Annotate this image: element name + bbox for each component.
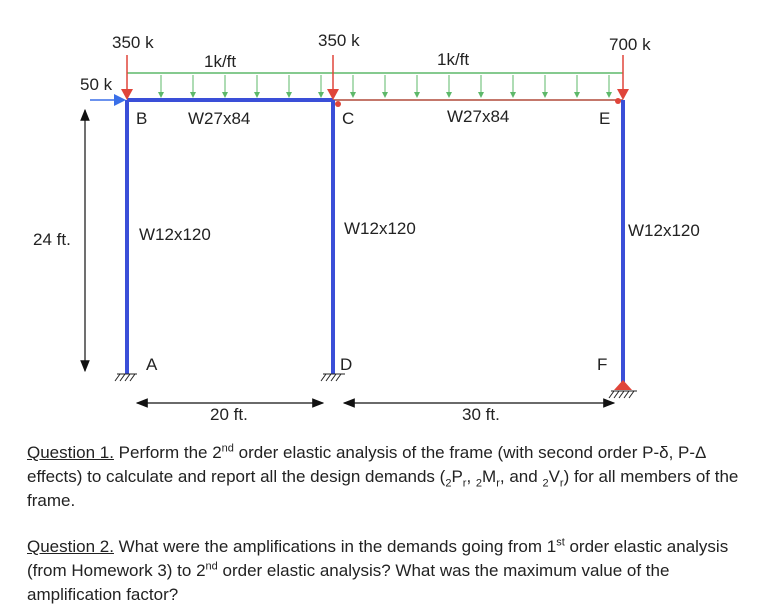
- load-label-b: 350 k: [112, 33, 154, 52]
- fixed-support-d: [320, 373, 345, 382]
- q1-v-sub: r: [559, 477, 564, 490]
- q1-text-1: Perform the 2: [113, 443, 222, 462]
- q1-p-main: P: [451, 467, 463, 486]
- node-label-a: A: [146, 355, 158, 374]
- udl-arrowhead-7: [382, 92, 388, 98]
- q1-text-3: ) for all members of the frame.: [27, 467, 739, 510]
- member-label-beam-bc: W27x84: [188, 109, 250, 128]
- question-2: Question 2. What were the amplifications…: [27, 535, 747, 607]
- udl-label-right: 1k/ft: [437, 50, 469, 69]
- node-label-b: B: [136, 109, 147, 128]
- span-left-label: 20 ft.: [210, 405, 248, 424]
- udl-arrowhead-8: [414, 92, 420, 98]
- q2-text-3: order elastic analysis? What was the max…: [27, 561, 670, 604]
- udl-arrowhead-4: [286, 92, 292, 98]
- q2-text-1: What were the amplifications in the dema…: [113, 537, 557, 556]
- q1-p-pre: 2: [445, 477, 452, 490]
- q1-p-sub: r: [462, 477, 467, 490]
- udl-arrowhead-3: [254, 92, 260, 98]
- node-label-d: D: [340, 355, 352, 374]
- udl-arrowhead-5: [318, 92, 324, 98]
- member-label-col-ab: W12x120: [139, 225, 211, 244]
- span-right-label: 30 ft.: [462, 405, 500, 424]
- udl-arrowhead-6: [350, 92, 356, 98]
- node-label-f: F: [597, 355, 607, 374]
- point-load-c: [327, 55, 339, 100]
- node-label-c: C: [342, 109, 354, 128]
- udl-arrowhead-10: [478, 92, 484, 98]
- udl-label-left: 1k/ft: [204, 52, 236, 71]
- udl-arrowhead-9: [446, 92, 452, 98]
- member-label-beam-ce: W27x84: [447, 107, 509, 126]
- fixed-support-a: [114, 373, 137, 382]
- node-label-e: E: [599, 109, 610, 128]
- q1-v-pre: 2: [542, 477, 549, 490]
- q1-m-pre: 2: [475, 477, 483, 490]
- load-label-c: 350 k: [318, 31, 360, 50]
- pin-support-f: [608, 380, 637, 399]
- udl-arrowhead-12: [542, 92, 548, 98]
- q1-sep-1: ,: [466, 467, 476, 486]
- q2-sup-2: nd: [205, 560, 218, 573]
- udl-arrowhead-0: [158, 92, 164, 98]
- q2-sup-1: st: [556, 536, 565, 549]
- udl-arrowhead-13: [574, 92, 580, 98]
- member-label-col-dc: W12x120: [344, 219, 416, 238]
- lateral-load: [90, 94, 126, 106]
- q1-sep-2: , and: [499, 467, 543, 486]
- question-1: Question 1. Perform the 2nd order elasti…: [27, 441, 747, 513]
- q1-text-2: order elastic analysis of the frame (wit…: [27, 443, 706, 486]
- height-label: 24 ft.: [33, 230, 71, 249]
- frame-diagram: 350 k 350 k 700 k 50 k 1k/ft 1k/ft B C E…: [33, 31, 700, 424]
- udl-arrowhead-2: [222, 92, 228, 98]
- udl-arrowhead-11: [510, 92, 516, 98]
- load-label-e: 700 k: [609, 35, 651, 54]
- udl-arrows: [158, 75, 612, 98]
- point-load-e: [617, 55, 629, 100]
- q1-v-main: V: [548, 467, 560, 486]
- q1-m-main: M: [482, 467, 497, 486]
- member-label-col-fe: W12x120: [628, 221, 700, 240]
- question-2-heading: Question 2.: [27, 537, 114, 556]
- udl-arrowhead-1: [190, 92, 196, 98]
- hinge-dot-e: [615, 98, 621, 104]
- point-load-b: [121, 55, 133, 100]
- q2-text-2: order elastic analysis (from Homework 3)…: [27, 537, 729, 580]
- question-1-heading: Question 1.: [27, 443, 114, 462]
- distributed-load: [127, 72, 623, 98]
- hinge-dot-c: [335, 101, 341, 107]
- udl-arrowhead-14: [606, 92, 612, 98]
- q1-sup-1: nd: [221, 442, 234, 455]
- lateral-load-label: 50 k: [80, 75, 113, 94]
- q1-m-sub: r: [496, 477, 500, 490]
